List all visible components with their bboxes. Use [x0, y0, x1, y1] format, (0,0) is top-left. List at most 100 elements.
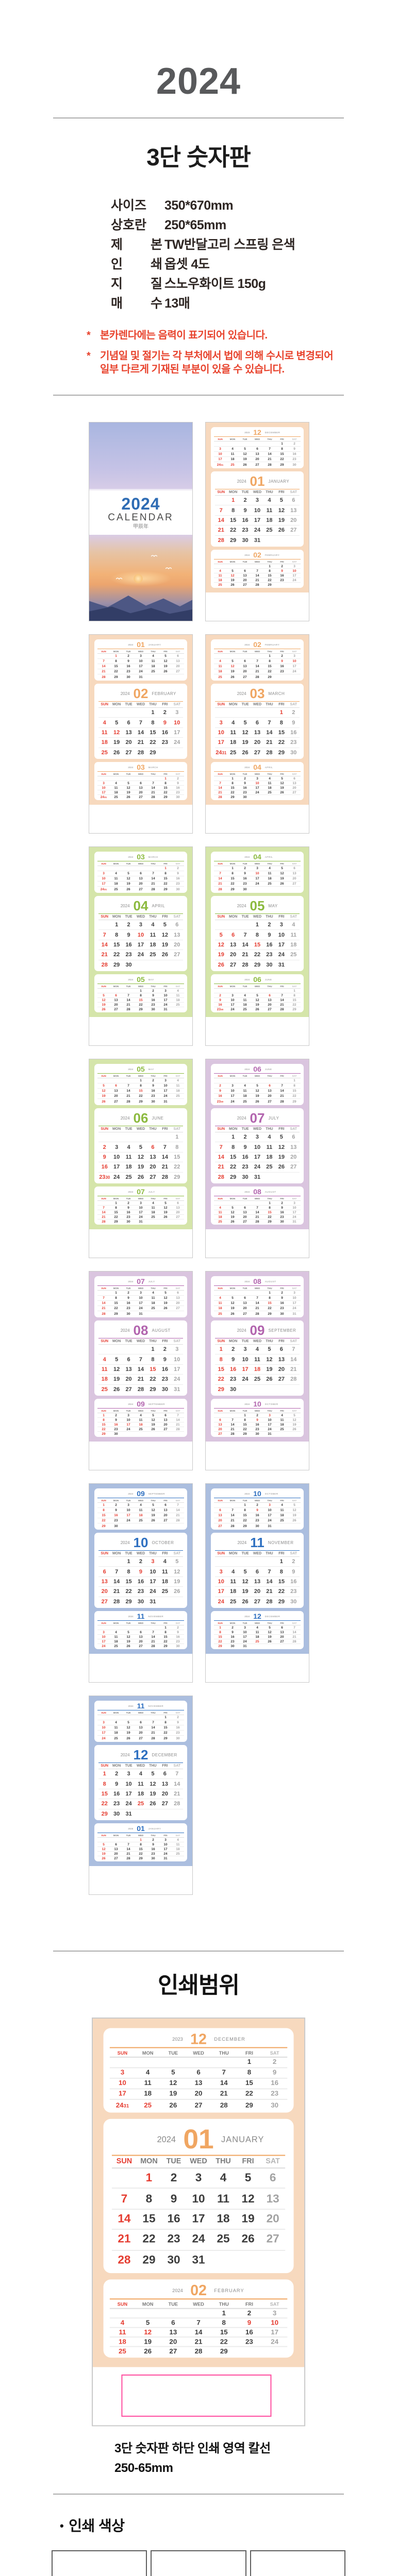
- day-row: 17 18 19 20 21 22 23: [97, 1731, 184, 1736]
- day-row: 26 27 28 29 30 31: [97, 1099, 184, 1104]
- day-cell: 7: [177, 1503, 179, 1507]
- day-cell: 28: [280, 1008, 284, 1011]
- month-number: 08: [133, 1323, 148, 1338]
- day-row: 18 19 20 21 22 23 24: [214, 1306, 301, 1311]
- day-cell: 6: [177, 1201, 179, 1205]
- day-cell: 4: [292, 922, 295, 928]
- day-cell: 18: [151, 1210, 155, 1214]
- day-cell: 5: [103, 1842, 105, 1846]
- day-cell: 16: [280, 665, 284, 668]
- day-cell: 8: [219, 1630, 221, 1634]
- day-cell: 11: [243, 1089, 247, 1093]
- weekday-label: SAT: [175, 1834, 180, 1837]
- day-cell: 26: [102, 1857, 106, 1860]
- day-cell: 15: [268, 1210, 272, 1214]
- day-cell: 21: [161, 1164, 168, 1171]
- month-header: 2024 09 SEPTEMBER: [97, 1489, 184, 1498]
- day-cell: 25: [217, 2233, 230, 2246]
- month-number: 11: [137, 1612, 145, 1620]
- sheet-color-area: 2024 11 NOVEMBER SUN MON TUE WED THU FRI SAT 1 2 3 4 5…: [89, 1696, 192, 1866]
- day-cell: 11: [280, 1418, 284, 1422]
- calendar-sheet: 2024 08 AUGUST SUN MON TUE WED THU FRI SAT 1 2 3 4 5 6 7…: [205, 1271, 309, 1470]
- weekday-label: MON: [229, 437, 236, 440]
- day-cell: 17: [218, 1588, 224, 1595]
- day-cell: 26: [255, 1099, 259, 1104]
- day-cell: 13: [161, 1781, 168, 1787]
- day-cell: 15: [125, 1578, 132, 1585]
- day-cell: 7: [222, 2069, 226, 2077]
- day-cell: 5: [152, 1503, 154, 1507]
- day-cell: 28: [218, 1174, 224, 1181]
- weekday-label: THU: [151, 862, 156, 865]
- day-row: 2330 24 25 26 27 28 29: [98, 1173, 183, 1182]
- day-row: 7 8 9 10 11 12 13: [214, 871, 301, 876]
- day-grid: 1 2 3 4 5 6 7 8 9 10 11 12 13 14 15 16 17 18 19 20 21 22 23 24 2…: [98, 1557, 183, 1607]
- day-cell: 11: [114, 1726, 118, 1730]
- day-cell: 27: [290, 527, 297, 534]
- day-cell: 20: [292, 877, 296, 880]
- day-cell: 25: [254, 1376, 261, 1383]
- day-cell: 22: [245, 2090, 253, 2098]
- day-cell: 13: [139, 1635, 143, 1639]
- day-cell: 19: [255, 1003, 259, 1007]
- day-cell: 22: [230, 882, 235, 886]
- day-cell: 24: [102, 1645, 106, 1648]
- weekday-label: FRI: [163, 1286, 168, 1290]
- day-cell: 27: [139, 795, 143, 799]
- day-cell: 26: [230, 583, 235, 587]
- weekday-label: SAT: [270, 2301, 279, 2307]
- day-cell: 14: [255, 1210, 259, 1214]
- calendar-sheet: 2024 05 MAY SUN MON TUE WED THU FRI SAT 1 2 3 4 5 6 7 8 9 1…: [89, 1059, 193, 1258]
- day-cell: 13: [290, 507, 297, 514]
- day-cell: 29: [268, 1312, 272, 1316]
- day-grid: 1 2 3 4 5 6 7 8 9 10 11 12 13 14 15 16 17 18 19 20 21 22 23 243…: [97, 866, 184, 892]
- day-cell: 6: [255, 719, 259, 726]
- day-cell: 3: [164, 1838, 167, 1842]
- day-cell: 12: [163, 659, 168, 663]
- day-cell: 19: [113, 1376, 120, 1383]
- month-block: 2024 09 SEPTEMBER SUN MON TUE WED THU FRI SAT 1 2 3 4…: [94, 1488, 187, 1530]
- weekday-label: TUE: [241, 1552, 249, 1555]
- weekday-label: MON: [113, 862, 119, 865]
- day-cell: 14: [218, 1154, 224, 1160]
- day-cell: 21: [280, 1094, 284, 1098]
- day-cell: 28: [266, 1599, 273, 1605]
- day-cell: 14: [101, 941, 108, 948]
- day-cell: 9: [163, 1356, 167, 1363]
- sheet-color-area: 2024 09 SEPTEMBER SUN MON TUE WED THU FRI SAT 1 2 3 4…: [89, 1484, 192, 1654]
- month-header: 2024 02 FEBRUARY: [214, 551, 301, 560]
- day-row: 16 17 18 19 20 21 22: [214, 1094, 301, 1099]
- day-cell: 17: [268, 1514, 272, 1517]
- day-cell: 20: [194, 2090, 203, 2098]
- day-cell: 2: [244, 867, 246, 870]
- day-cell: 22: [280, 457, 284, 461]
- day-grid: 1 2 3 4 5 6 7 8 9 10 11 12 13 14 15 16 17 18 19 20 21 22 23 24 2…: [98, 920, 183, 970]
- weekday-row: SUN MON TUE WED THU FRI SAT: [111, 2156, 286, 2169]
- month-name-label: JANUARY: [148, 643, 161, 646]
- day-cell: 25: [119, 2348, 126, 2355]
- day-cell: 6: [244, 659, 246, 663]
- day-cell: 13: [266, 2192, 279, 2206]
- day-cell: 17: [163, 998, 168, 1002]
- day-cell: 5: [243, 1568, 247, 1575]
- day-cell: 21: [126, 1003, 130, 1007]
- day-grid: 1 2 3 4 5 6 7 8 9 10 11 12 13 14 15 16 17 18 19 20 21 22 23 24 2…: [98, 1769, 183, 1819]
- day-cell: 10: [174, 719, 180, 726]
- day-cell: 3: [256, 867, 258, 870]
- weekday-row: SUN MON TUE WED THU FRI SAT: [214, 1498, 301, 1503]
- cover-year: 2024: [121, 494, 160, 513]
- weekday-label: MON: [113, 1286, 119, 1290]
- day-cell: 4: [177, 1838, 179, 1842]
- day-cell: 1: [175, 1134, 179, 1141]
- month-header: 2024 10 OCTOBER: [98, 1535, 183, 1551]
- note: * 기념일 및 절기는 각 부처에서 법에 의해 수시로 변경되어 일부 다르게 기…: [87, 349, 397, 376]
- day-grid: 1 2 3 4 5 6 7 8 9 10 11 12 13 14 15 16 17 18 19 20 21 22 23 24 2…: [97, 1291, 184, 1316]
- day-cell: 3: [127, 1413, 129, 1417]
- day-cell: 23: [243, 790, 247, 794]
- day-cell: 11: [101, 729, 108, 736]
- weekday-label: SUN: [101, 1197, 106, 1200]
- weekday-label: WED: [138, 1621, 144, 1624]
- weekday-row: SUN MON TUE WED THU FRI SAT: [214, 1409, 301, 1413]
- day-cell: 18: [218, 670, 222, 673]
